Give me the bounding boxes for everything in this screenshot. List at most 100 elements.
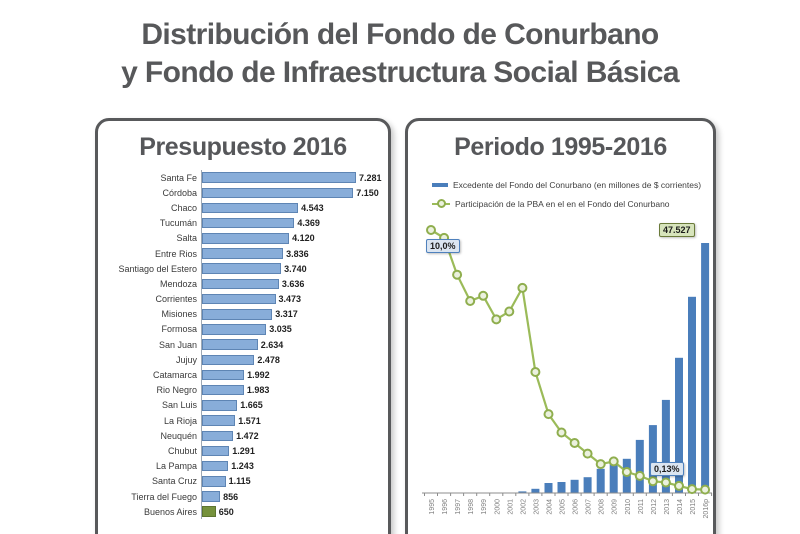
- x-tick-label-2014: 2014: [677, 499, 684, 515]
- line-point-1998: [465, 296, 476, 306]
- x-tick-label-2007: 2007: [586, 499, 593, 515]
- x-tick-label-1999: 1999: [481, 499, 488, 515]
- x-tick-label-2011: 2011: [638, 499, 645, 514]
- x-tick-label-2015: 2015: [690, 499, 697, 515]
- line-marker-ring-icon: [437, 199, 446, 209]
- bar-track: 1.665: [201, 397, 384, 413]
- bar: [202, 172, 356, 183]
- excedente-bar-2005: [557, 482, 566, 493]
- bar: [202, 400, 238, 411]
- legend-label-participacion: Participación de la PBA en el en el Fond…: [455, 199, 670, 209]
- x-tick-label-2005: 2005: [560, 499, 567, 515]
- category-label: Rio Negro: [156, 385, 197, 396]
- x-tick-label-1997: 1997: [455, 499, 462, 515]
- line-point-2009: [608, 456, 619, 467]
- legend-item-participacion: Participación de la PBA en el en el Fond…: [432, 199, 713, 209]
- line-point-2015: [687, 484, 697, 495]
- category-label: La Rioja: [163, 415, 197, 426]
- value-label: 650: [218, 506, 234, 517]
- excedente-bar-2015: [688, 296, 696, 493]
- line-point-1995: [426, 225, 436, 235]
- bar: [202, 506, 216, 517]
- line-point-2001: [504, 306, 515, 317]
- category-label: San Juan: [158, 339, 197, 350]
- bar: [202, 476, 226, 487]
- x-tick-label-2010: 2010: [625, 499, 632, 515]
- x-tick-label-2013: 2013: [664, 499, 671, 515]
- x-tick-label-2016p: 2016p: [703, 499, 710, 519]
- bar-row-entre-rios: Entre Rios 3.836: [106, 245, 384, 262]
- bar: [202, 293, 276, 305]
- annotation-2016-share: 0,13%: [650, 462, 684, 476]
- page-title: Distribución del Fondo de Conurbano y Fo…: [0, 16, 800, 92]
- bar-row-san-luis: San Luis 1.665: [106, 397, 384, 413]
- bar-track: 1.243: [201, 458, 384, 474]
- bar-row-buenos-aires: Buenos Aires 650: [106, 504, 384, 520]
- x-tick-label-2004: 2004: [546, 499, 553, 515]
- line-point-2012: [647, 476, 658, 487]
- category-label: Tierra del Fuego: [131, 491, 197, 502]
- panel-presupuesto-2016: Presupuesto 2016 Santa Fe 7.281 Córdoba 7.1…: [95, 118, 391, 534]
- bar-row-jujuy: Jujuy 2.478: [106, 352, 384, 368]
- bar-track: 1.983: [201, 382, 384, 398]
- bar-row-santa-cruz: Santa Cruz 1.115: [106, 473, 384, 489]
- value-label: 1.571: [238, 415, 261, 426]
- line-series-marker-icon: [432, 199, 450, 209]
- value-label: 7.150: [356, 187, 379, 198]
- bar-row-san-juan: San Juan 2.634: [106, 337, 384, 353]
- x-tick-label-2009: 2009: [612, 499, 619, 515]
- category-label: Misiones: [161, 309, 197, 320]
- bar: [202, 430, 234, 442]
- bar-track: 1.571: [201, 413, 384, 429]
- bar: [202, 187, 354, 199]
- excedente-bar-2009: [609, 462, 618, 493]
- category-label: Santiago del Estero: [118, 263, 197, 274]
- line-point-1999: [478, 290, 489, 301]
- bar-row-misiones: Misiones 3.317: [106, 306, 384, 322]
- excedente-bar-2013: [661, 399, 670, 493]
- value-label: 4.369: [297, 218, 320, 229]
- x-tick-label-2012: 2012: [651, 499, 658, 515]
- bar-row-la-rioja: La Rioja 1.571: [106, 413, 384, 429]
- line-point-2002: [517, 282, 528, 293]
- page-title-line2: y Fondo de Infraestructura Social Básica: [121, 56, 679, 90]
- bar: [202, 309, 273, 320]
- line-point-2005: [556, 427, 567, 438]
- x-tick-label-2001: 2001: [507, 499, 514, 515]
- bar-row-salta: Salta 4.120: [106, 230, 384, 246]
- bar-track: 7.150: [201, 185, 384, 201]
- excedente-bar-2012: [648, 425, 657, 493]
- bar: [202, 491, 221, 502]
- bar-track: 3.317: [201, 306, 384, 322]
- x-tick-label-2000: 2000: [494, 499, 501, 515]
- excedente-bar-2006: [570, 479, 579, 493]
- excedente-bar-2011: [635, 439, 644, 493]
- bar-track: 4.369: [201, 215, 384, 231]
- category-label: Córdoba: [162, 187, 197, 198]
- legend-item-excedente: Excedente del Fondo del Conurbano (en mi…: [432, 180, 713, 190]
- category-label: San Luis: [161, 400, 197, 411]
- category-label: Chaco: [170, 202, 197, 213]
- bar: [202, 248, 284, 259]
- annotation-1995-share: 10,0%: [426, 239, 460, 253]
- value-label: 1.472: [236, 430, 259, 441]
- category-label: Chubut: [167, 445, 197, 456]
- bar-row-tierra-del-fuego: Tierra del Fuego 856: [106, 488, 384, 505]
- right-panel-title: Periodo 1995-2016: [454, 133, 667, 161]
- bar-row-santa-fe: Santa Fe 7.281: [106, 170, 384, 186]
- category-label: Jujuy: [175, 354, 197, 365]
- bar: [202, 324, 267, 335]
- category-label: Entre Rios: [154, 248, 197, 259]
- bar-track: 7.281: [201, 170, 384, 186]
- bar-row-rio-negro: Rio Negro 1.983: [106, 382, 384, 398]
- category-label: La Pampa: [155, 461, 197, 472]
- bar-row-santiago-del-estero: Santiago del Estero 3.740: [106, 261, 384, 277]
- value-label: 3.317: [275, 309, 298, 320]
- panel-periodo-1995-2016: Periodo 1995-2016 Excedente del Fondo de…: [405, 118, 716, 534]
- x-tick-label-1996: 1996: [442, 499, 449, 515]
- chart-legend: Excedente del Fondo del Conurbano (en mi…: [432, 180, 713, 209]
- x-tick-label-1995: 1995: [429, 499, 436, 515]
- x-tick-label-2008: 2008: [599, 499, 606, 515]
- combo-chart-canvas: 1995 1996 1997 1998 1999 2000 2001 2002 2003 2004…: [422, 225, 713, 519]
